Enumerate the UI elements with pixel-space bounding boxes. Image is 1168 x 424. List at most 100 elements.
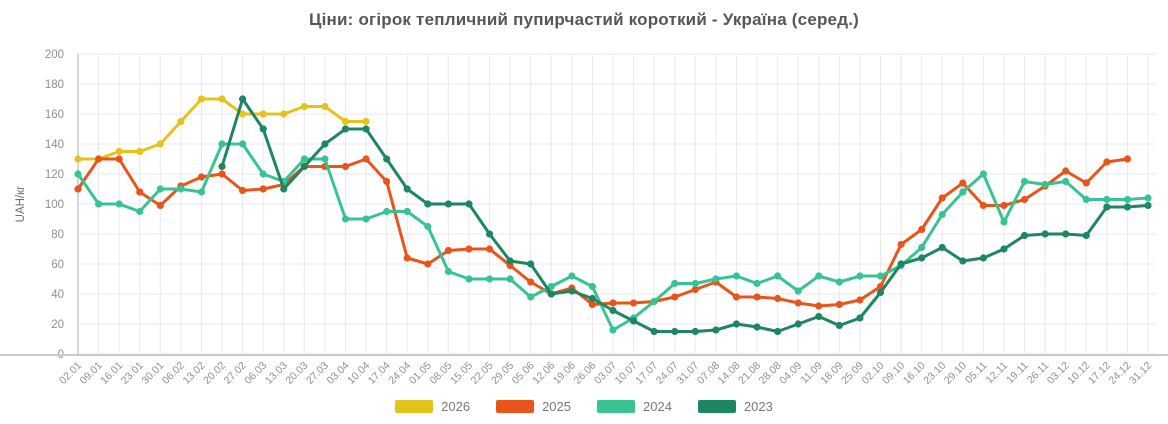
- data-point-2024: [1144, 194, 1152, 202]
- data-point-2026: [136, 147, 144, 156]
- data-point-2025: [403, 254, 411, 262]
- data-point-2024: [753, 279, 761, 288]
- data-point-2026: [197, 95, 206, 103]
- legend-item-2023[interactable]: 2023: [697, 399, 773, 414]
- data-point-2025: [527, 278, 535, 286]
- data-point-2023: [815, 312, 823, 321]
- x-tick-label: 24.07: [654, 360, 681, 387]
- data-point-2023: [239, 95, 247, 103]
- data-point-2025: [918, 225, 926, 234]
- data-point-2025: [794, 299, 802, 307]
- data-point-2025: [74, 185, 82, 193]
- x-tick-label: 16.10: [901, 360, 928, 387]
- y-tick-label: 80: [51, 229, 64, 241]
- x-tick-label: 29.05: [489, 360, 516, 387]
- data-point-2026: [115, 147, 123, 156]
- data-point-2024: [362, 215, 370, 223]
- data-point-2025: [115, 155, 123, 163]
- data-point-2026: [280, 110, 288, 118]
- data-point-2023: [1000, 245, 1008, 253]
- data-point-2023: [629, 317, 638, 325]
- data-point-2024: [650, 297, 658, 306]
- data-point-2023: [259, 125, 267, 133]
- data-point-2023: [1041, 230, 1049, 238]
- y-tick-label: 120: [45, 169, 64, 181]
- x-tick-label: 15.05: [448, 360, 475, 387]
- x-tick-label: 06.02: [160, 360, 187, 387]
- data-point-2026: [321, 102, 329, 111]
- x-tick-label: 16.01: [98, 360, 125, 387]
- data-point-2025: [1062, 167, 1070, 175]
- x-tick-label: 12.06: [530, 360, 557, 387]
- data-point-2023: [1103, 203, 1111, 211]
- x-tick-label: 22.05: [469, 360, 496, 387]
- x-tick-label: 19.11: [1004, 360, 1031, 387]
- x-tick-label: 17.12: [1086, 360, 1113, 387]
- data-point-2026: [259, 110, 267, 118]
- data-point-2023: [712, 326, 720, 334]
- data-point-2024: [259, 170, 267, 178]
- data-point-2023: [300, 162, 308, 171]
- data-point-2024: [876, 272, 885, 280]
- data-point-2024: [815, 272, 823, 280]
- x-tick-label: 24.04: [386, 360, 413, 387]
- data-point-2025: [136, 188, 144, 196]
- x-tick-label: 31.12: [1127, 360, 1154, 387]
- data-point-2025: [732, 293, 741, 301]
- x-tick-label: 10.12: [1065, 360, 1092, 387]
- data-point-2023: [897, 260, 905, 268]
- x-tick-label: 17.07: [633, 360, 660, 387]
- x-tick-label: 24.12: [1106, 360, 1133, 387]
- data-point-2024: [856, 272, 864, 280]
- data-point-2023: [1144, 201, 1152, 210]
- data-point-2023: [588, 294, 597, 303]
- data-point-2024: [959, 188, 967, 196]
- data-point-2024: [444, 267, 452, 276]
- x-tick-label: 09.01: [78, 360, 105, 387]
- data-point-2024: [835, 278, 843, 286]
- data-point-2024: [1103, 195, 1111, 204]
- data-point-2025: [691, 285, 699, 294]
- data-point-2025: [341, 162, 350, 171]
- data-point-2025: [465, 245, 473, 253]
- data-point-2025: [835, 300, 843, 309]
- data-point-2024: [527, 293, 535, 301]
- data-point-2024: [691, 279, 699, 288]
- data-point-2024: [794, 287, 802, 295]
- legend-item-2026[interactable]: 2026: [395, 399, 470, 414]
- legend-item-2024[interactable]: 2024: [597, 399, 672, 414]
- data-point-2023: [527, 260, 535, 268]
- data-point-2025: [609, 299, 617, 307]
- data-point-2026: [362, 117, 370, 126]
- data-point-2026: [239, 110, 247, 118]
- legend-item-2025[interactable]: 2025: [496, 399, 571, 414]
- data-point-2023: [609, 306, 617, 315]
- data-point-2025: [1000, 201, 1008, 210]
- data-point-2025: [362, 155, 370, 163]
- series-line-2025: [76, 157, 1129, 308]
- x-tick-label: 19.06: [551, 360, 578, 387]
- data-point-2023: [506, 257, 514, 265]
- legend-swatch-2023: [697, 400, 736, 413]
- data-point-2024: [485, 275, 494, 283]
- data-point-2024: [1123, 195, 1132, 204]
- y-tick-label: 100: [45, 199, 64, 211]
- data-point-2024: [1000, 218, 1008, 226]
- data-point-2025: [753, 293, 761, 301]
- data-point-2024: [383, 207, 391, 216]
- data-point-2025: [979, 201, 987, 210]
- data-point-2026: [74, 155, 82, 163]
- x-tick-label: 29.10: [942, 360, 969, 387]
- data-point-2025: [383, 177, 391, 186]
- data-point-2025: [897, 240, 905, 249]
- data-point-2023: [835, 321, 843, 330]
- data-point-2024: [218, 140, 226, 148]
- data-point-2024: [403, 207, 411, 216]
- data-point-2023: [485, 230, 494, 238]
- x-tick-label: 12.11: [984, 360, 1011, 387]
- data-point-2025: [856, 296, 864, 304]
- x-tick-label: 05.06: [510, 360, 537, 387]
- data-point-2025: [1020, 195, 1029, 204]
- data-point-2024: [115, 200, 123, 208]
- data-point-2026: [218, 95, 226, 103]
